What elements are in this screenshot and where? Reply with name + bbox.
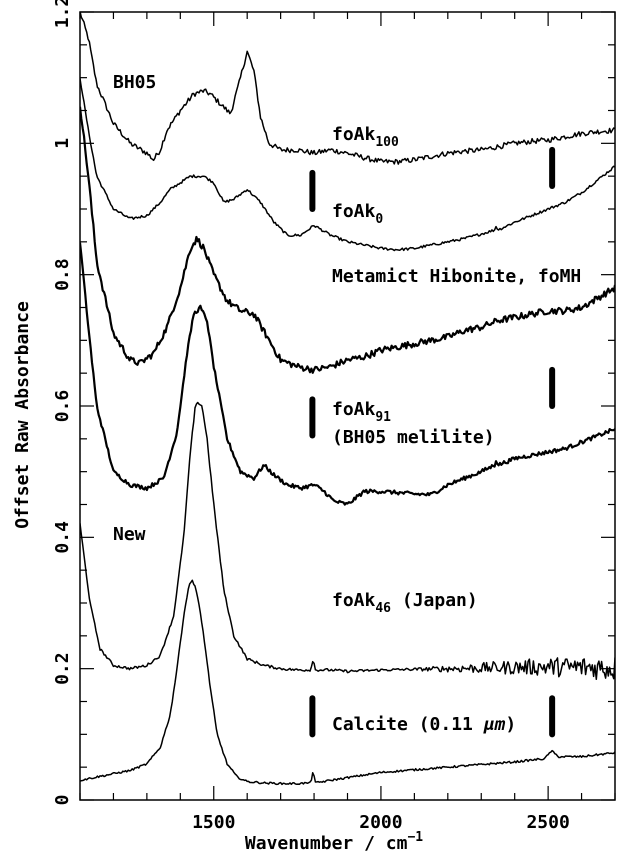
spectrum-line <box>80 106 615 374</box>
y-tick-label: 0.4 <box>52 521 73 554</box>
x-axis-title: Wavenumber / cm−1 <box>245 830 423 854</box>
plot-area <box>80 12 615 786</box>
label-bh05-melilite: (BH05 melilite) <box>332 427 495 448</box>
spectrum-line <box>80 12 615 165</box>
label-foak91: foAk91 <box>332 399 391 425</box>
label-new: New <box>113 524 146 545</box>
y-tick-label: 0.6 <box>52 390 73 423</box>
y-tick-label: 0.8 <box>52 258 73 291</box>
spectrum-line <box>80 401 615 681</box>
label-bh05: BH05 <box>113 72 156 93</box>
y-tick-label: 1.2 <box>52 0 73 28</box>
y-axis-title: Offset Raw Absorbance <box>12 301 33 529</box>
label-calcite: Calcite (0.11 μm) <box>332 714 516 735</box>
spectrum-line <box>80 579 615 786</box>
annotations: BH05 New foAk100 foAk0 Metamict Hibonite… <box>113 72 581 735</box>
label-foak100: foAk100 <box>332 124 399 150</box>
y-tick-label: 0.2 <box>52 652 73 685</box>
label-foak46-japan: foAk46 (Japan) <box>332 590 478 616</box>
x-tick-label: 2000 <box>359 812 402 833</box>
axes: 1500 2000 2500 0 0.2 0.4 0.6 0.8 1 1.2 <box>52 0 616 833</box>
y-tick-label: 1 <box>52 138 73 149</box>
label-metamict-hibonite: Metamict Hibonite, foMH <box>332 266 581 287</box>
x-tick-label: 2500 <box>526 812 569 833</box>
spectrum-line <box>80 242 615 506</box>
spectrum-line <box>80 78 615 252</box>
label-foak0: foAk0 <box>332 201 383 227</box>
x-tick-label: 1500 <box>192 812 235 833</box>
y-tick-label: 0 <box>52 795 73 806</box>
